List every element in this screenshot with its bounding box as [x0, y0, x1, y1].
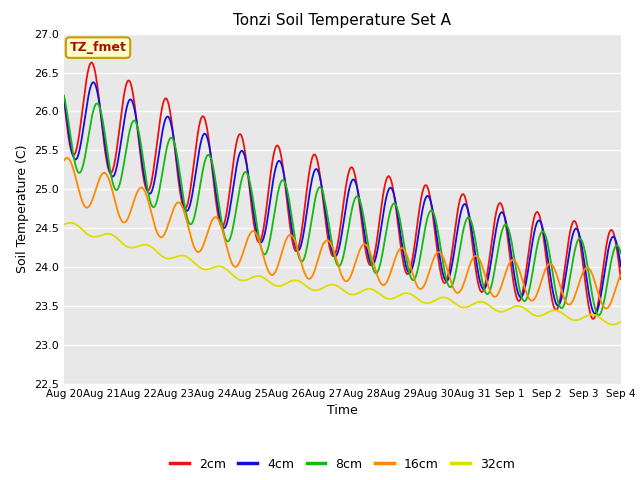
- 2cm: [504, 240, 512, 246]
- 4cm: [90, 79, 97, 85]
- 8cm: [216, 204, 223, 209]
- 2cm: [589, 316, 597, 322]
- 8cm: [583, 260, 591, 266]
- X-axis label: Time: Time: [327, 405, 358, 418]
- 4cm: [359, 218, 367, 224]
- 4cm: [617, 264, 625, 269]
- 8cm: [371, 269, 378, 275]
- 2cm: [60, 97, 68, 103]
- 2cm: [371, 250, 379, 256]
- 8cm: [358, 207, 366, 213]
- Text: TZ_fmet: TZ_fmet: [70, 41, 127, 54]
- 16cm: [63, 155, 71, 161]
- 2cm: [617, 276, 625, 282]
- 2cm: [584, 295, 591, 300]
- 4cm: [60, 96, 68, 101]
- Line: 8cm: 8cm: [64, 96, 621, 315]
- 2cm: [568, 222, 575, 228]
- 32cm: [568, 317, 575, 323]
- 4cm: [584, 280, 591, 286]
- 8cm: [617, 250, 625, 256]
- 2cm: [359, 227, 367, 233]
- 16cm: [568, 300, 575, 305]
- 32cm: [504, 307, 512, 312]
- 32cm: [67, 220, 74, 226]
- 8cm: [568, 265, 575, 271]
- Y-axis label: Soil Temperature (C): Soil Temperature (C): [16, 144, 29, 273]
- 32cm: [60, 221, 68, 227]
- 32cm: [609, 322, 616, 327]
- 4cm: [371, 258, 379, 264]
- 4cm: [591, 311, 599, 316]
- 16cm: [602, 306, 610, 312]
- Line: 2cm: 2cm: [64, 62, 621, 319]
- 4cm: [216, 213, 223, 219]
- 4cm: [504, 232, 512, 238]
- Legend: 2cm, 4cm, 8cm, 16cm, 32cm: 2cm, 4cm, 8cm, 16cm, 32cm: [165, 453, 520, 476]
- 8cm: [504, 225, 512, 231]
- 32cm: [216, 264, 223, 269]
- 8cm: [60, 93, 68, 98]
- 16cm: [60, 158, 68, 164]
- 32cm: [617, 319, 625, 324]
- 16cm: [216, 219, 223, 225]
- Line: 16cm: 16cm: [64, 158, 621, 309]
- 8cm: [595, 312, 602, 318]
- 16cm: [371, 264, 379, 270]
- 16cm: [584, 264, 591, 270]
- 4cm: [568, 236, 575, 241]
- 32cm: [371, 288, 379, 293]
- 32cm: [584, 313, 591, 319]
- 16cm: [504, 263, 512, 268]
- Line: 32cm: 32cm: [64, 223, 621, 324]
- 32cm: [359, 288, 367, 294]
- 2cm: [216, 219, 223, 225]
- 2cm: [88, 60, 95, 65]
- 16cm: [359, 242, 367, 248]
- 16cm: [617, 272, 625, 278]
- Title: Tonzi Soil Temperature Set A: Tonzi Soil Temperature Set A: [234, 13, 451, 28]
- Line: 4cm: 4cm: [64, 82, 621, 313]
